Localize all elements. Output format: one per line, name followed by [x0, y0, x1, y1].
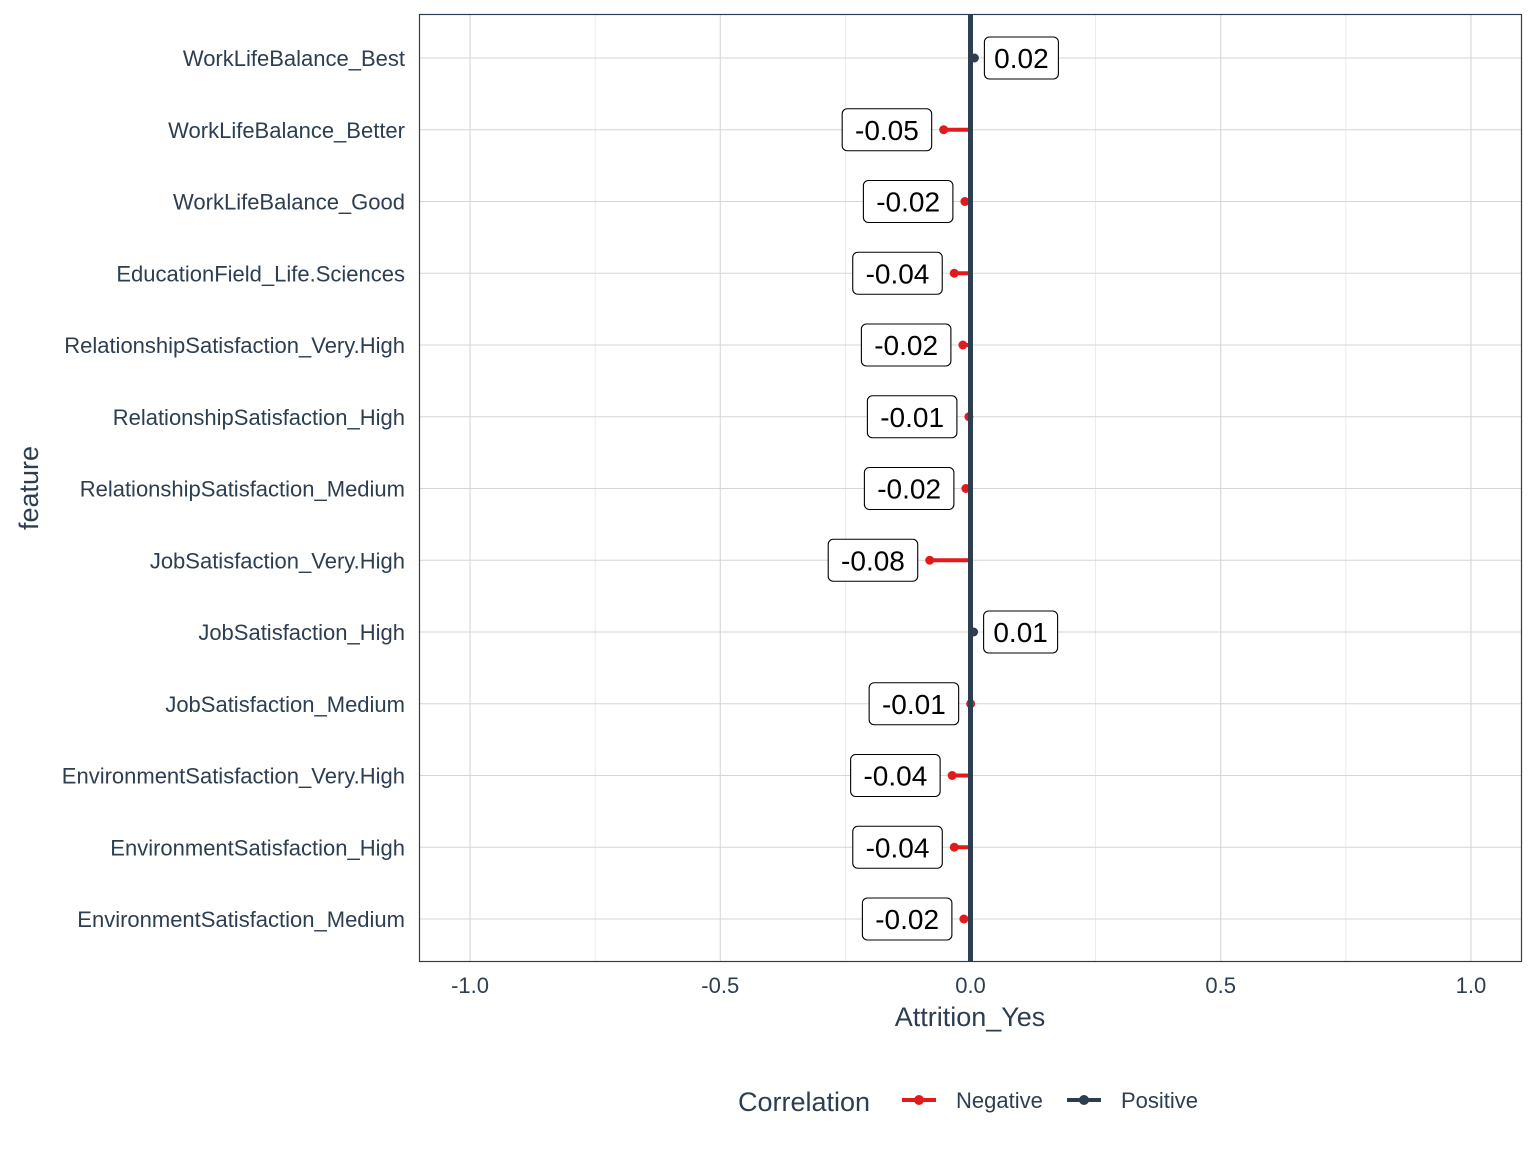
value-label-box: [861, 897, 953, 941]
value-label: -0.05: [841, 108, 933, 152]
value-label: -0.02: [863, 466, 955, 511]
lollipop-point: [958, 340, 968, 350]
y-tick-label: EducationField_Life.Sciences: [116, 261, 405, 286]
y-tick-label: RelationshipSatisfaction_High: [113, 405, 405, 430]
x-tick-label: 0.5: [1205, 973, 1236, 998]
value-label-box: [850, 753, 941, 798]
lollipop-point: [947, 771, 957, 780]
value-label-box: [841, 108, 933, 152]
value-label-text: -0.08: [841, 545, 905, 576]
lollipop-point: [959, 914, 969, 924]
value-label-box: [860, 323, 952, 367]
value-label-box: [852, 251, 943, 295]
y-tick-label: WorkLifeBalance_Best: [183, 46, 405, 71]
value-label-text: -0.04: [866, 832, 930, 863]
value-label-text: 0.01: [993, 617, 1048, 648]
legend-item-positive: Positive: [1067, 1088, 1198, 1113]
value-label: 0.02: [983, 36, 1059, 80]
lollipop-point: [960, 197, 970, 206]
value-label-text: -0.04: [866, 258, 930, 289]
y-tick-label: RelationshipSatisfaction_Medium: [80, 477, 405, 502]
x-tick-label: -1.0: [451, 973, 489, 998]
value-label: -0.02: [860, 323, 952, 367]
x-tick-labels: -1.0 -0.5 0.0 0.5 1.0: [451, 973, 1486, 998]
value-label-box: [862, 179, 954, 224]
value-label-box: [852, 825, 943, 869]
x-tick-label: -0.5: [701, 973, 739, 998]
y-tick-label: JobSatisfaction_Very.High: [150, 548, 405, 573]
value-label-text: -0.01: [880, 402, 944, 433]
value-label-text: -0.02: [876, 187, 940, 218]
value-label-box: [827, 538, 919, 582]
y-tick-label: RelationshipSatisfaction_Very.High: [64, 333, 405, 358]
x-tick-label: 1.0: [1456, 973, 1487, 998]
y-tick-label: JobSatisfaction_High: [198, 620, 405, 645]
value-label-text: -0.02: [874, 330, 938, 361]
lollipop-point: [949, 268, 959, 278]
y-tick-label: WorkLifeBalance_Better: [168, 118, 405, 143]
y-tick-labels: WorkLifeBalance_Best WorkLifeBalance_Bett…: [62, 46, 405, 932]
y-tick-label: EnvironmentSatisfaction_Medium: [77, 907, 405, 932]
y-tick-label: WorkLifeBalance_Good: [173, 190, 405, 215]
x-axis-title: Attrition_Yes: [895, 1002, 1046, 1032]
value-label-text: -0.01: [882, 689, 946, 720]
y-axis-title: feature: [14, 446, 44, 530]
legend-items: Negative Positive: [902, 1088, 1198, 1113]
legend-title: Correlation: [738, 1087, 870, 1117]
y-tick-label: JobSatisfaction_Medium: [165, 692, 405, 717]
value-label-box: [866, 395, 958, 439]
y-tick-label: EnvironmentSatisfaction_High: [110, 835, 405, 860]
value-label-text: -0.02: [875, 904, 939, 935]
value-label: -0.02: [862, 179, 954, 224]
value-label-box: [868, 682, 960, 726]
value-label: -0.04: [852, 251, 943, 295]
value-label-box: [863, 466, 955, 511]
value-label: -0.04: [852, 825, 943, 869]
value-label: 0.01: [983, 610, 1059, 654]
panel-border: [418, 13, 1523, 963]
value-label-box: [983, 36, 1059, 80]
lollipop-point: [925, 555, 935, 565]
value-label: -0.08: [827, 538, 919, 582]
legend-key-point: [1079, 1095, 1089, 1105]
legend-key-point: [914, 1095, 924, 1105]
value-label: -0.02: [861, 897, 953, 941]
y-tick-label: EnvironmentSatisfaction_Very.High: [62, 764, 405, 789]
mark-layer: 0.02 -0.05 -0.02 -0.04 -0.02 -0.01 -0.02 -0.08 0…: [827, 15, 1059, 961]
lollipop-point: [949, 842, 959, 852]
legend-label: Positive: [1121, 1088, 1198, 1113]
value-label-box: [983, 610, 1059, 654]
value-label-text: -0.02: [877, 474, 941, 505]
legend: Correlation Negative Positive: [738, 1087, 1198, 1117]
value-label-text: -0.04: [863, 761, 927, 792]
value-label-text: 0.02: [994, 43, 1049, 74]
legend-item-negative: Negative: [902, 1088, 1043, 1113]
lollipop-point: [939, 125, 949, 135]
value-label: -0.04: [850, 753, 941, 798]
value-label: -0.01: [866, 395, 958, 439]
value-label-text: -0.05: [855, 115, 919, 146]
legend-label: Negative: [956, 1088, 1043, 1113]
x-tick-label: 0.0: [955, 973, 986, 998]
value-label: -0.01: [868, 682, 960, 726]
